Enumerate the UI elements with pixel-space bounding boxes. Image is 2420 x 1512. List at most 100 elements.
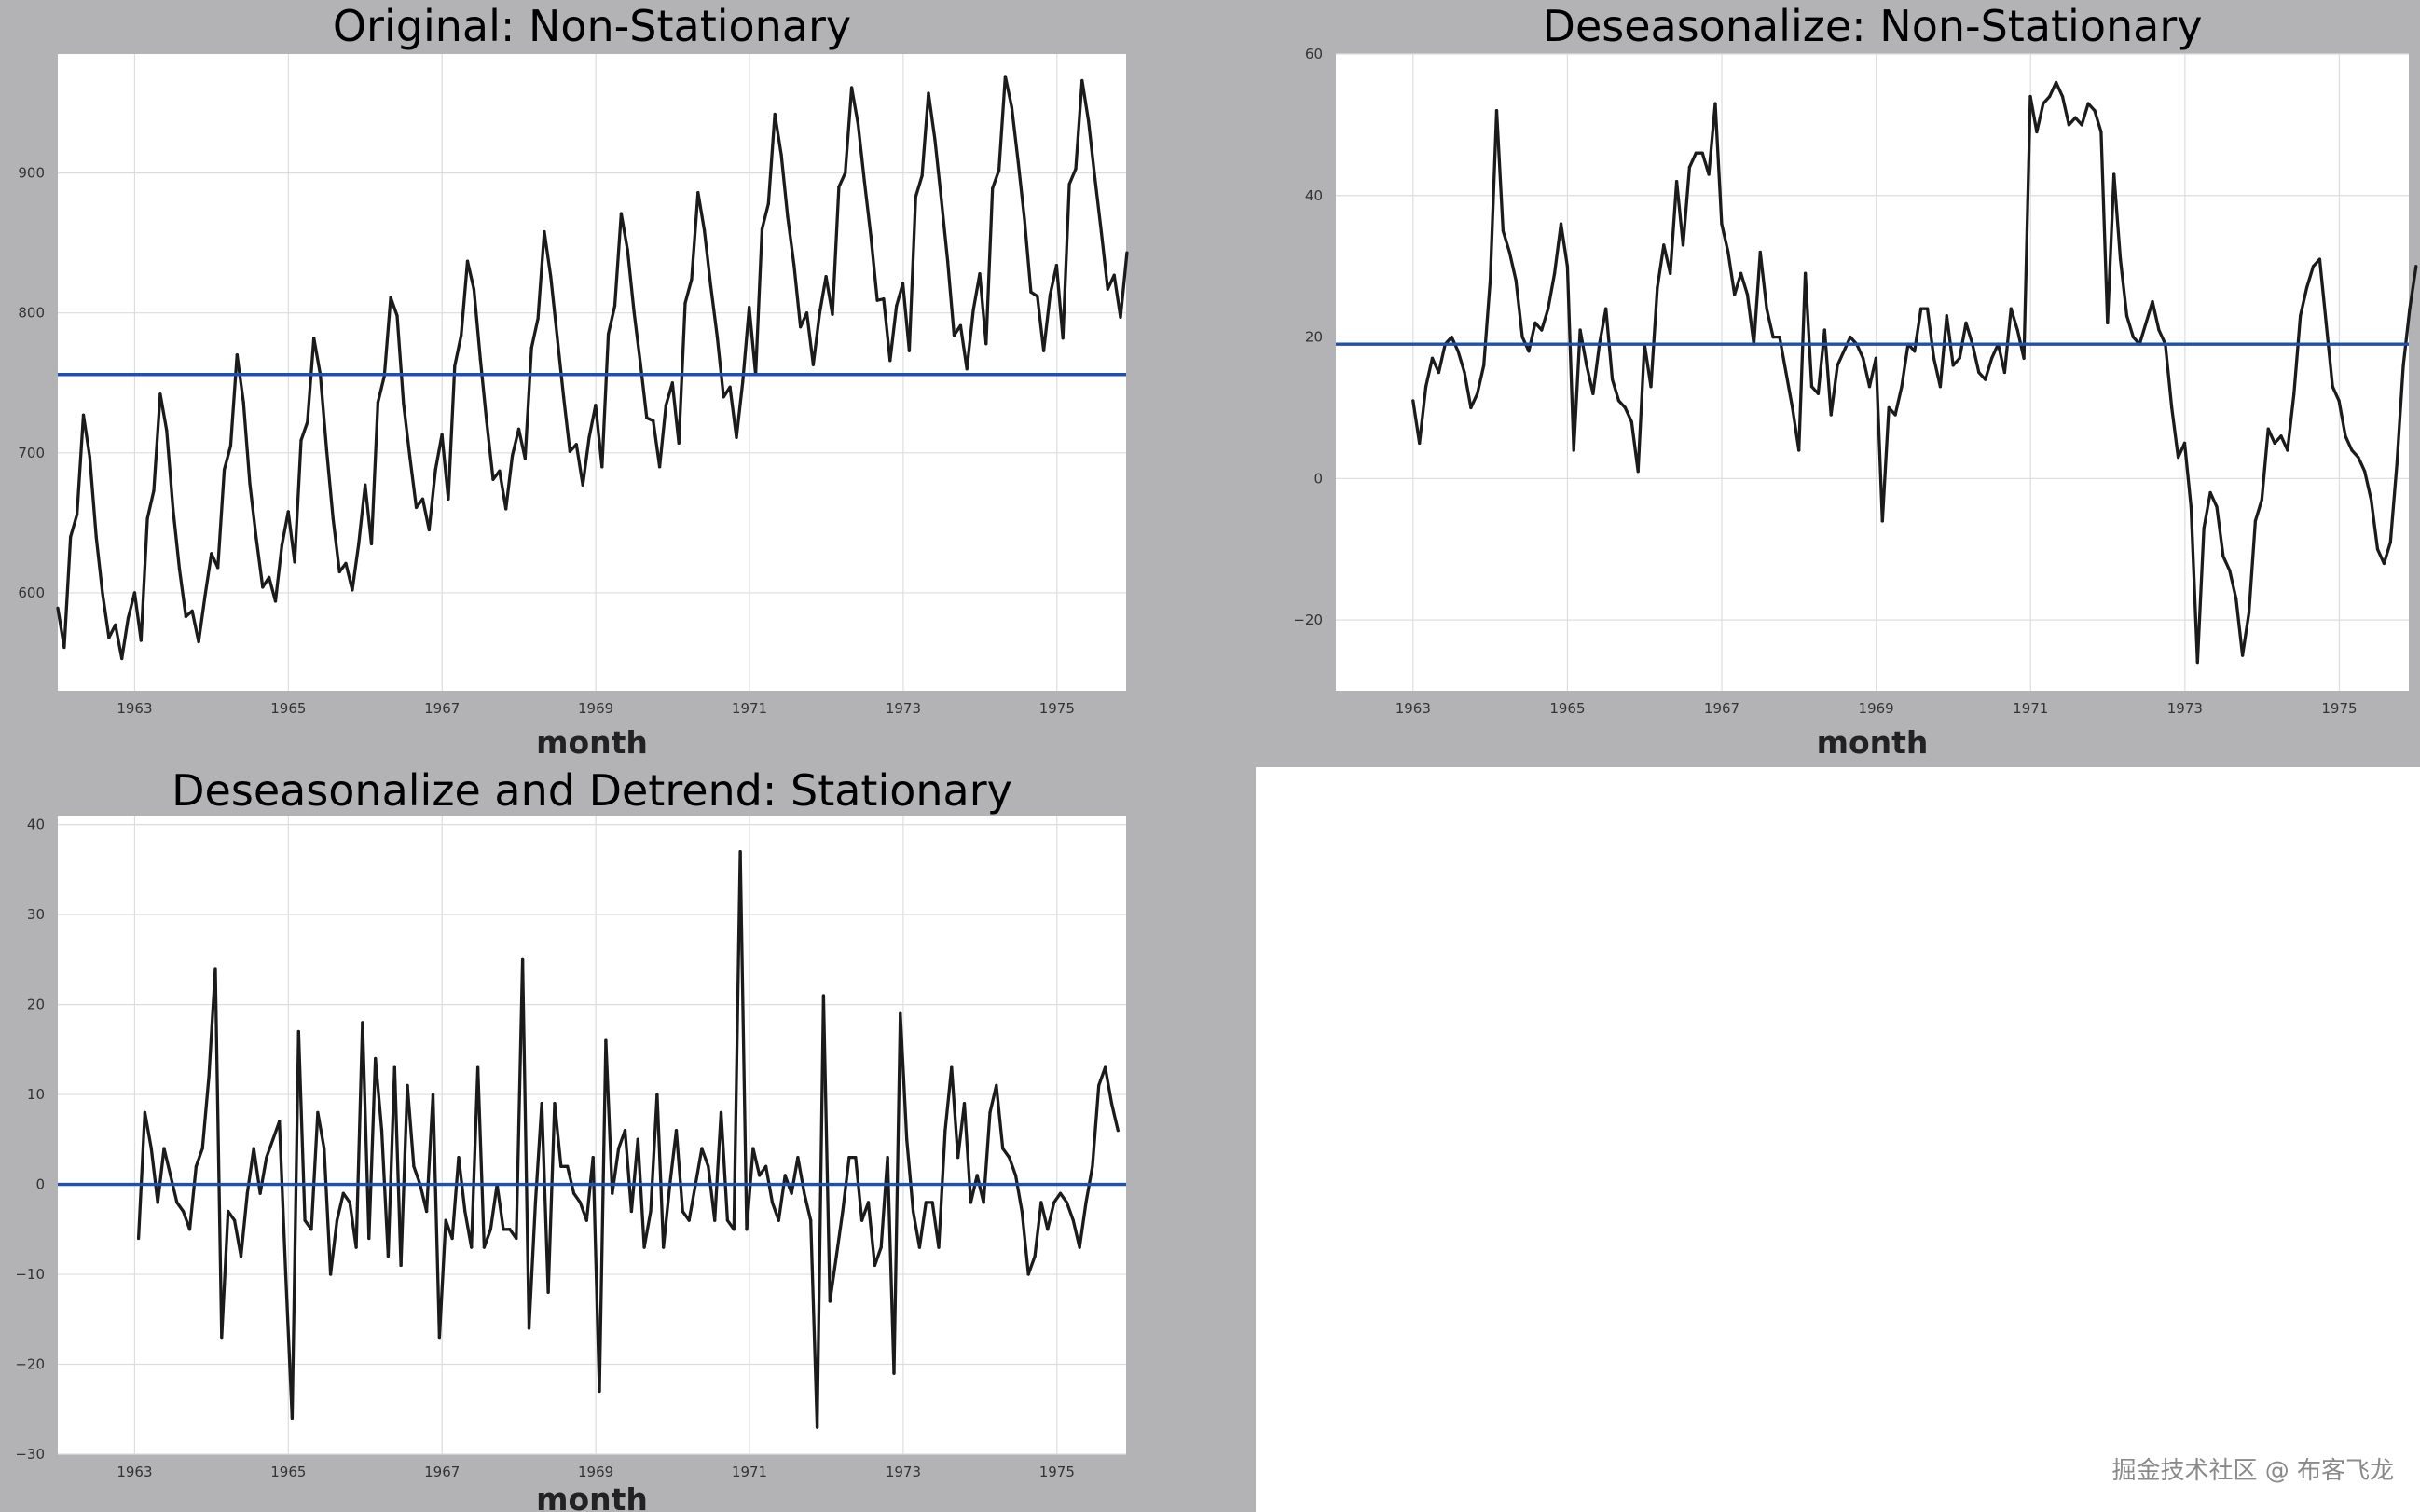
series-segment <box>2054 80 2065 99</box>
series-segment <box>1456 350 1466 375</box>
series-segment <box>760 201 770 231</box>
x-tick-label: 1973 <box>886 1464 921 1480</box>
series-segment <box>2253 498 2263 523</box>
series-segment <box>804 311 816 366</box>
series-segment <box>1423 356 1435 389</box>
series-segment <box>406 1083 416 1168</box>
series-segment <box>606 304 617 336</box>
series-segment <box>917 1201 928 1249</box>
series-segment <box>1855 342 1865 360</box>
series-segment <box>1989 342 2001 360</box>
series-segment <box>316 1110 326 1150</box>
series-segment <box>1488 109 1499 282</box>
series-segment <box>412 1164 422 1187</box>
series-segment <box>1099 229 1109 291</box>
series-segment <box>1861 356 1872 389</box>
series-segment <box>258 1155 268 1195</box>
series-segment <box>2331 385 2341 403</box>
x-axis-label: month <box>536 1481 648 1512</box>
series-segment <box>504 454 515 511</box>
series-segment <box>753 227 764 377</box>
series-segment <box>2266 427 2276 446</box>
y-tick-label: 40 <box>1305 187 1323 204</box>
series-segment <box>1119 251 1129 319</box>
series-segment <box>543 229 553 279</box>
series-segment <box>265 1137 275 1160</box>
chart-title: Deseasonalize and Detrend: Stationary <box>172 765 1012 816</box>
x-tick-label: 1973 <box>2167 700 2203 717</box>
series-segment <box>1578 328 1588 367</box>
series-segment <box>386 1065 396 1258</box>
series-segment <box>1093 176 1104 234</box>
series-segment <box>1636 342 1646 474</box>
series-segment <box>844 86 854 175</box>
x-tick-label: 1975 <box>2321 700 2357 717</box>
series-segment <box>2337 399 2347 438</box>
x-tick-label: 1963 <box>1396 700 1431 717</box>
series-segment <box>683 278 694 305</box>
series-segment <box>626 248 636 313</box>
series-segment <box>1071 1218 1081 1249</box>
series-segment <box>482 1228 492 1249</box>
series-segment <box>2202 490 2212 530</box>
series-segment <box>657 404 668 469</box>
series-segment <box>632 309 642 365</box>
series-segment <box>667 1129 679 1187</box>
series-segment <box>2382 540 2392 566</box>
series-segment <box>2144 299 2154 325</box>
series-segment <box>2357 455 2367 474</box>
series-segment <box>1109 1102 1120 1133</box>
series-segment <box>1080 78 1091 123</box>
x-tick-label: 1971 <box>732 700 767 717</box>
series-segment <box>818 275 828 315</box>
series-segment <box>619 212 629 252</box>
series-segment <box>1745 293 1756 346</box>
x-tick-label: 1967 <box>424 700 460 717</box>
chart-1: 1963 1965 1967 1969 1971 1973 1975 600 700 800 900… <box>18 1 1129 761</box>
y-tick-label: 20 <box>27 997 45 1013</box>
series-segment <box>1726 250 1737 296</box>
series-segment <box>2022 94 2032 360</box>
series-segment <box>566 1164 576 1195</box>
series-segment <box>598 1038 608 1394</box>
series-segment <box>2324 321 2334 389</box>
series-segment <box>694 1147 704 1187</box>
series-segment <box>351 542 361 592</box>
series-segment <box>1565 265 1575 452</box>
y-tick-label: 0 <box>35 1176 45 1193</box>
x-tick-label: 1971 <box>2013 700 2048 717</box>
series-segment <box>228 353 239 447</box>
series-segment <box>732 849 742 1231</box>
series-segment <box>254 536 265 589</box>
series-segment <box>222 444 233 472</box>
series-segment <box>1765 307 1775 339</box>
series-segment <box>702 228 713 288</box>
series-segment <box>1669 179 1679 275</box>
series-segment <box>639 362 649 419</box>
series-segment <box>950 1065 960 1160</box>
series-segment <box>738 849 749 1231</box>
series-segment <box>354 1021 364 1249</box>
series-segment <box>1816 328 1826 395</box>
series-segment <box>849 86 860 126</box>
series-segment <box>1971 342 1981 375</box>
series-segment <box>427 468 437 532</box>
series-segment <box>2286 392 2296 452</box>
series-segment <box>2170 405 2180 460</box>
series-segment <box>1945 314 1955 367</box>
series-segment <box>216 468 227 570</box>
series-segment <box>536 229 546 321</box>
series-segment <box>700 1147 710 1168</box>
series-segment <box>751 1147 762 1177</box>
series-segment <box>149 1147 159 1204</box>
series-segment <box>520 957 531 1330</box>
series-segment <box>1469 392 1479 410</box>
series-segment <box>1880 405 1891 523</box>
series-segment <box>965 309 975 371</box>
series-segment <box>1507 250 1518 282</box>
series-segment <box>2375 547 2386 566</box>
series-segment <box>529 317 540 350</box>
x-tick-label: 1969 <box>578 1464 613 1480</box>
series-segment <box>177 567 188 619</box>
